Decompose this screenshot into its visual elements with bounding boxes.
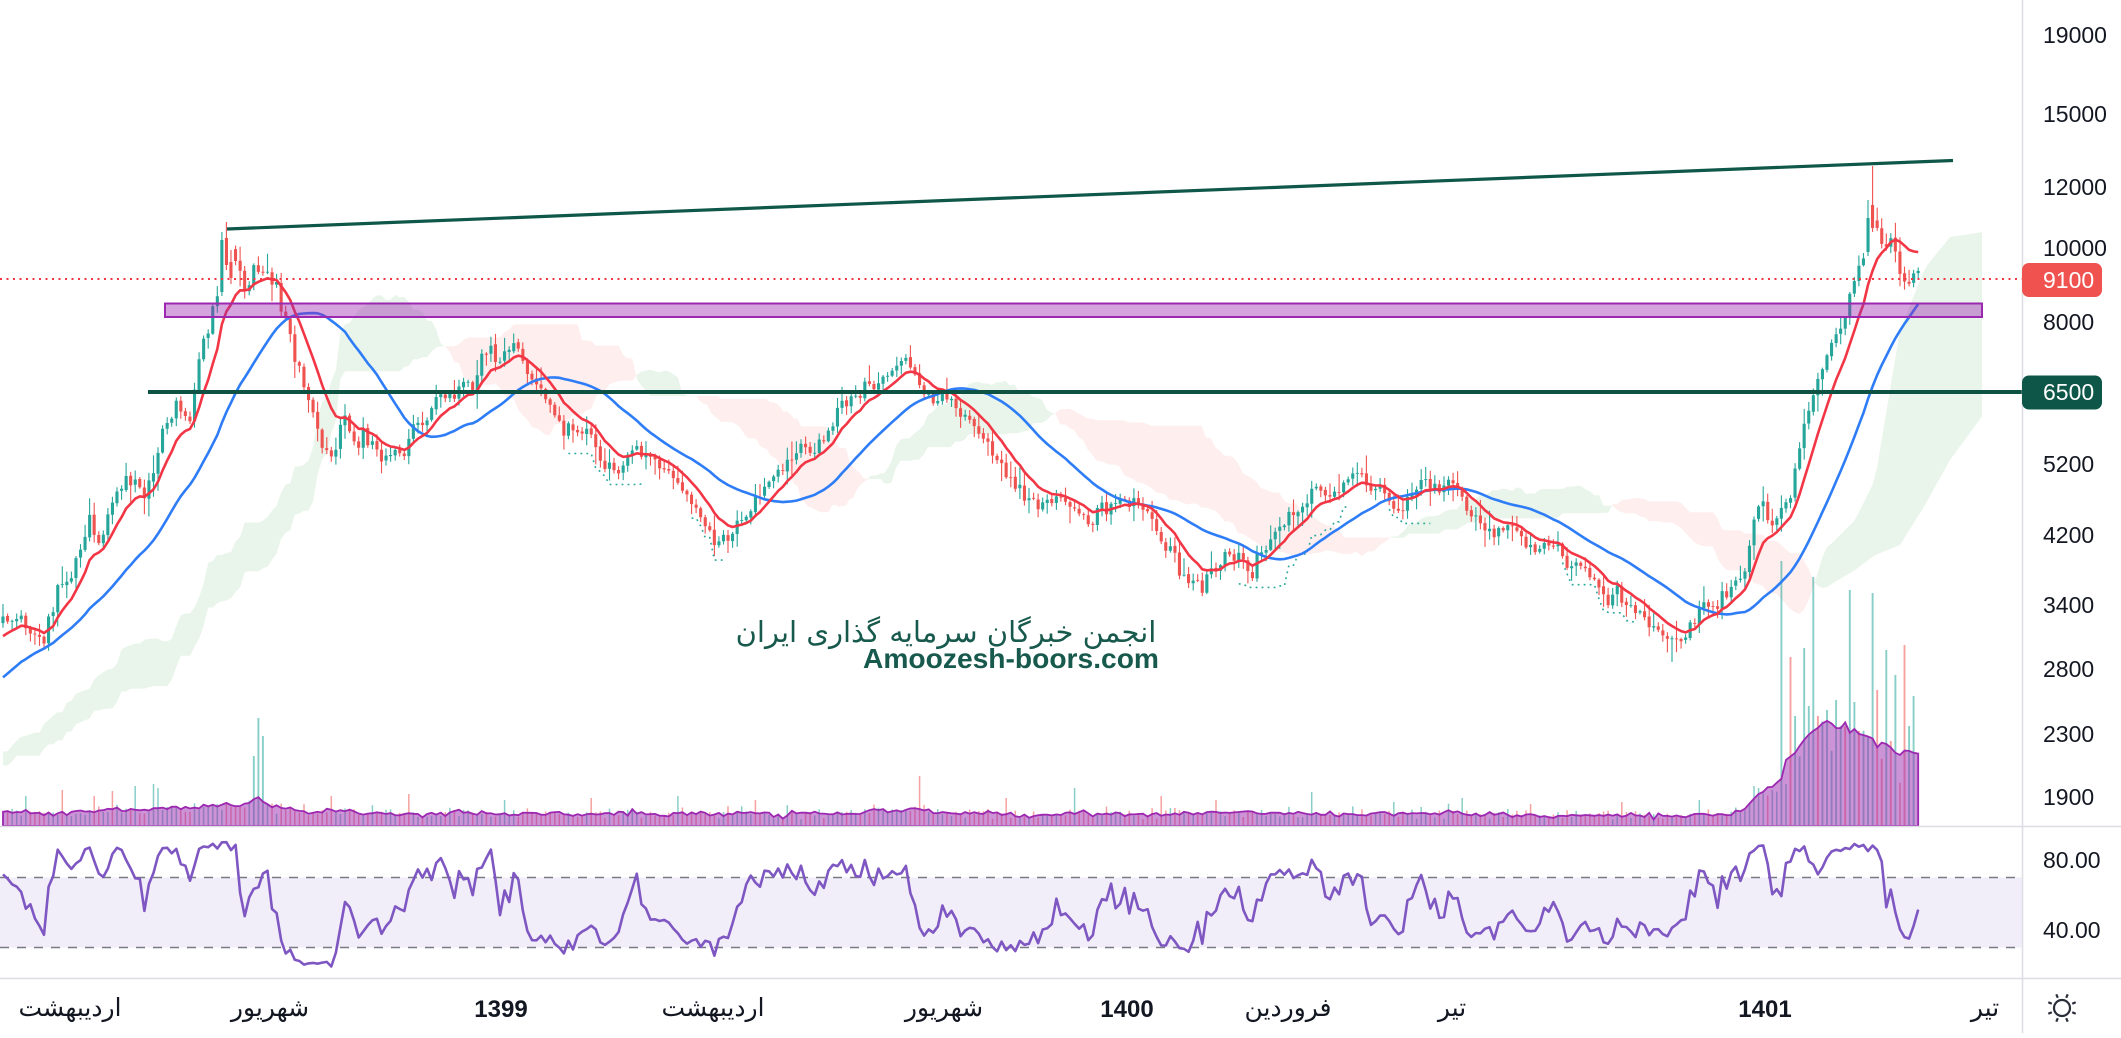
svg-text:40.00: 40.00	[2043, 917, 2101, 943]
svg-text:Amoozesh-boors.com: Amoozesh-boors.com	[863, 643, 1159, 674]
svg-text:80.00: 80.00	[2043, 847, 2101, 873]
svg-text:2300: 2300	[2043, 721, 2094, 747]
svg-text:4200: 4200	[2043, 522, 2094, 548]
svg-text:15000: 15000	[2043, 101, 2107, 127]
svg-text:19000: 19000	[2043, 22, 2107, 48]
svg-text:1401: 1401	[1738, 996, 1791, 1023]
svg-text:5200: 5200	[2043, 451, 2094, 477]
svg-text:1400: 1400	[1100, 996, 1153, 1023]
svg-text:2800: 2800	[2043, 656, 2094, 682]
svg-text:3400: 3400	[2043, 592, 2094, 618]
svg-text:1399: 1399	[474, 996, 527, 1023]
svg-text:8000: 8000	[2043, 309, 2094, 335]
svg-text:1900: 1900	[2043, 784, 2094, 810]
svg-text:6500: 6500	[2043, 379, 2094, 405]
svg-text:10000: 10000	[2043, 235, 2107, 261]
svg-text:12000: 12000	[2043, 174, 2107, 200]
svg-text:9100: 9100	[2043, 267, 2094, 293]
